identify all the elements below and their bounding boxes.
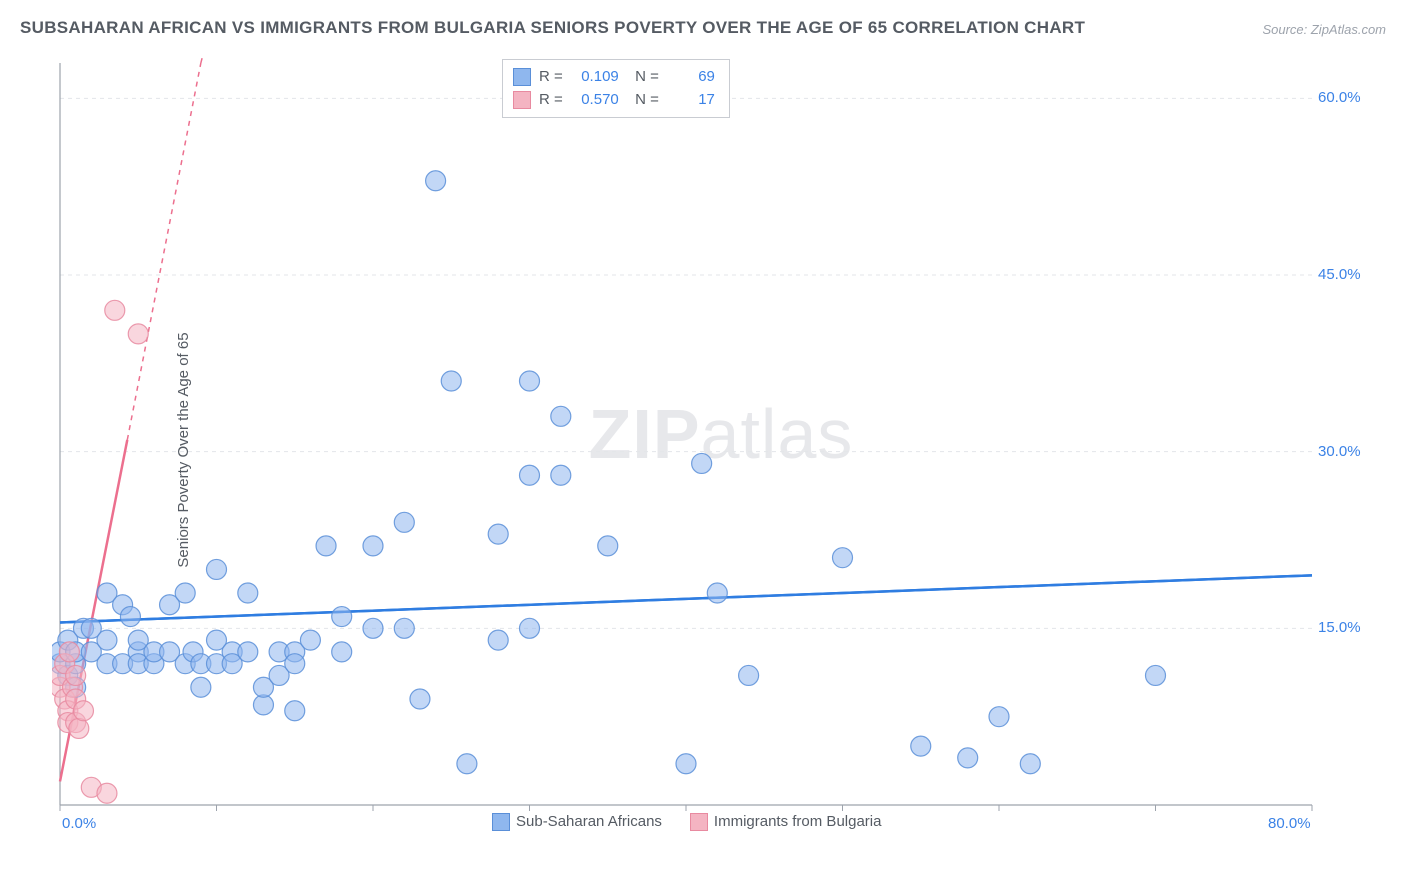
source-attribution: Source: ZipAtlas.com [1262,22,1386,37]
legend-r-label-0: R = [539,66,563,89]
chart-title: SUBSAHARAN AFRICAN VS IMMIGRANTS FROM BU… [20,18,1085,38]
correlation-legend: R = 0.109 N = 69 R = 0.570 N = 17 [502,59,730,118]
legend-bottom-swatch-1 [690,813,708,831]
legend-bottom-swatch-0 [492,813,510,831]
legend-bottom-label-1: Immigrants from Bulgaria [714,813,882,830]
legend-r-value-1: 0.570 [571,89,619,112]
legend-n-label-0: N = [627,66,659,89]
scatter-plot [52,55,1372,835]
chart-area: Seniors Poverty Over the Age of 65 ZIPat… [52,55,1390,845]
legend-n-value-1: 17 [667,89,715,112]
legend-r-label-1: R = [539,89,563,112]
legend-n-value-0: 69 [667,66,715,89]
x-tick-label: 80.0% [1268,815,1311,832]
legend-item-1: Immigrants from Bulgaria [690,813,882,831]
legend-item-0: Sub-Saharan Africans [492,813,662,831]
legend-n-label-1: N = [627,89,659,112]
legend-row-series-1: R = 0.570 N = 17 [513,89,715,112]
y-tick-label: 45.0% [1318,266,1361,283]
legend-swatch-0 [513,68,531,86]
legend-row-series-0: R = 0.109 N = 69 [513,66,715,89]
series-legend: Sub-Saharan Africans Immigrants from Bul… [492,813,881,831]
y-tick-label: 30.0% [1318,443,1361,460]
y-tick-label: 60.0% [1318,89,1361,106]
legend-bottom-label-0: Sub-Saharan Africans [516,813,662,830]
x-tick-label: 0.0% [62,815,96,832]
legend-r-value-0: 0.109 [571,66,619,89]
legend-swatch-1 [513,91,531,109]
y-tick-label: 15.0% [1318,619,1361,636]
